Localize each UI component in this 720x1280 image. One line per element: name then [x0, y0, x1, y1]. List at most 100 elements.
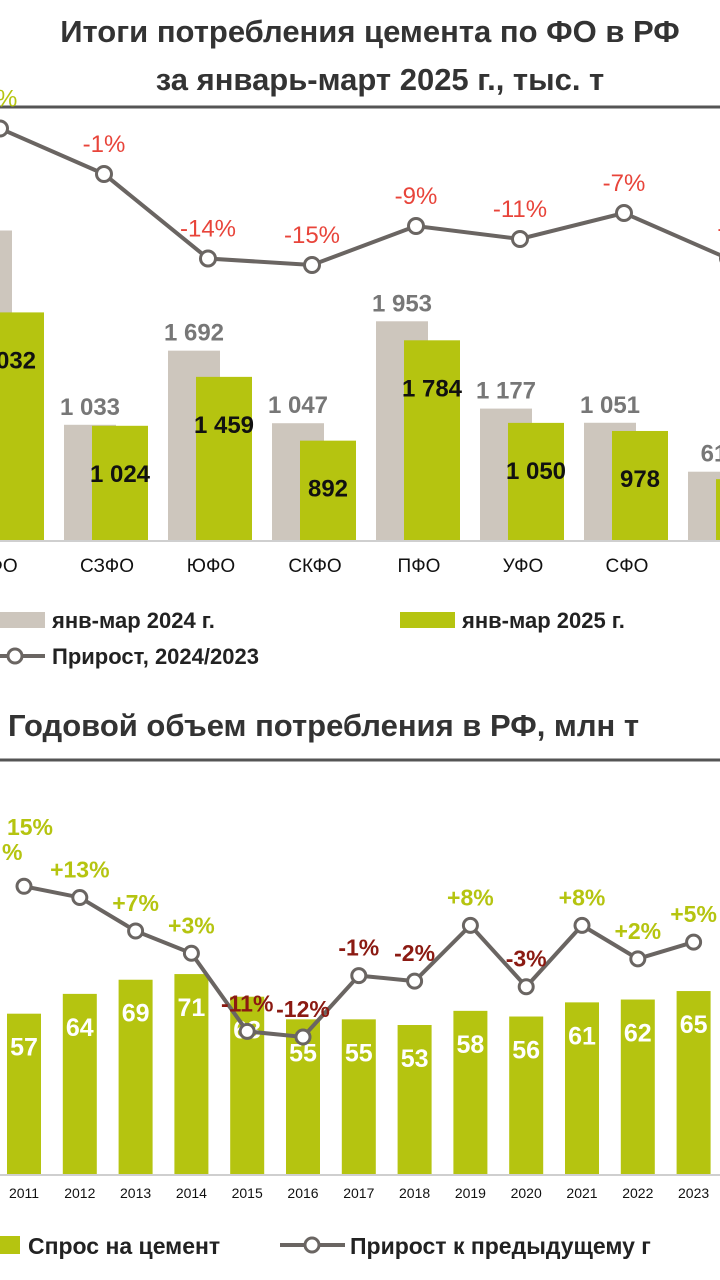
label-2025-1: 1 024 — [90, 461, 151, 488]
legend-demand-swatch — [0, 1236, 20, 1254]
x-label-0: ФО — [0, 556, 18, 577]
bar-year-12 — [676, 991, 711, 1175]
bar-year-7 — [397, 1025, 432, 1175]
bar-value-12: 65 — [680, 1011, 708, 1039]
growth2-label-7: -2% — [394, 940, 435, 966]
bar-value-8: 58 — [456, 1031, 484, 1059]
bar-year-9 — [509, 1016, 544, 1175]
year-label-0: 2011 — [9, 1185, 39, 1201]
chart2-bars: 57646971635555535856616265 — [7, 974, 711, 1175]
bar-value-11: 62 — [624, 1020, 652, 1048]
bar-year-1 — [62, 993, 97, 1175]
label-2025-0: 032 — [0, 347, 36, 374]
growth-point-6 — [615, 204, 633, 222]
bar-2025-0 — [0, 312, 44, 541]
legend-2024-label: янв-мар 2024 г. — [51, 608, 215, 633]
label-2024-7: 61 — [701, 441, 720, 468]
year-label-12: 2023 — [678, 1185, 709, 1201]
label-2024-5: 1 177 — [476, 378, 536, 405]
growth2-label-0: % — [2, 839, 22, 865]
growth2-point-10 — [573, 916, 591, 934]
growth-point-5 — [511, 230, 529, 248]
growth-label-5: -11% — [493, 196, 547, 223]
year-label-8: 2019 — [455, 1185, 486, 1201]
bar-value-1: 64 — [66, 1014, 94, 1042]
x-label-2: ЮФО — [187, 556, 235, 577]
x-label-6: СФО — [606, 556, 649, 577]
label-2024-1: 1 033 — [60, 394, 120, 421]
growth-point-4 — [407, 217, 425, 235]
bar-value-2: 69 — [122, 1000, 150, 1028]
label-2024-4: 1 953 — [372, 290, 432, 317]
bar-value-7: 53 — [401, 1045, 429, 1073]
year-label-11: 2022 — [622, 1185, 653, 1201]
growth2-label-11: +2% — [614, 918, 661, 944]
bar-value-0: 57 — [10, 1034, 38, 1062]
growth2-label-12: +5% — [670, 901, 717, 927]
chart2-title: Годовой объем потребления в РФ, млн т — [8, 708, 639, 743]
label-2025-5: 1 050 — [506, 458, 566, 485]
chart1-title-line2: за январь-март 2025 г., тыс. т — [156, 62, 605, 97]
growth2-point-1 — [71, 888, 89, 906]
bar-year-2 — [118, 979, 153, 1175]
legend-2024-swatch — [0, 612, 45, 628]
growth2-point-11 — [629, 950, 647, 968]
growth-label-4: -9% — [395, 183, 438, 210]
growth2-point-5 — [294, 1028, 312, 1046]
growth2-point-9 — [517, 978, 535, 996]
growth-label-1: -1% — [83, 131, 126, 158]
growth-label-6: -7% — [603, 170, 646, 197]
chart1-title-line1: Итоги потребления цемента по ФО в РФ — [60, 14, 679, 49]
growth-label-2: -14% — [180, 216, 236, 243]
growth-point-3 — [303, 256, 321, 274]
growth2-point-6 — [350, 967, 368, 985]
growth-label-0: 6% — [0, 86, 17, 113]
bar-2025-2 — [196, 376, 252, 541]
year-label-5: 2016 — [287, 1185, 318, 1201]
growth-point-1 — [95, 165, 113, 183]
year-label-2: 2013 — [120, 1185, 151, 1201]
year-label-1: 2012 — [64, 1185, 95, 1201]
bar-2025-7 — [716, 479, 720, 541]
label-2025-4: 1 784 — [402, 375, 463, 402]
growth-line-path — [0, 126, 720, 268]
legend-growth2-marker-icon — [303, 1236, 321, 1254]
label-2025-2: 1 459 — [194, 412, 254, 439]
bar-year-3 — [174, 974, 209, 1175]
legend-growth-marker-icon — [6, 647, 24, 665]
bar-year-10 — [565, 1002, 599, 1175]
growth-label-3: -15% — [284, 222, 340, 249]
legend-growth2-label: Прирост к предыдущему г — [350, 1233, 651, 1259]
label-2024-2: 1 692 — [164, 320, 224, 347]
growth2-label-9: -3% — [506, 946, 547, 972]
bar-year-6 — [341, 1019, 376, 1175]
chart1-growth-line: 6% -1% -14% -15% -9% -11% -7% -1 — [0, 86, 720, 274]
year-label-3: 2014 — [176, 1185, 207, 1201]
bar-value-10: 61 — [568, 1022, 596, 1050]
year-label-9: 2020 — [511, 1185, 542, 1201]
x-label-1: СЗФО — [80, 556, 134, 577]
growth2-label-10: +8% — [559, 884, 606, 910]
growth2-point-7 — [406, 972, 424, 990]
bar-value-3: 71 — [177, 994, 205, 1022]
growth2-point-12 — [685, 933, 703, 951]
growth-point-2 — [199, 249, 217, 268]
x-label-5: УФО — [503, 556, 544, 577]
growth2-label-5: -12% — [276, 996, 330, 1022]
growth2-label-1: +13% — [50, 856, 109, 882]
bar-value-6: 55 — [345, 1039, 373, 1067]
bar-value-9: 56 — [512, 1037, 540, 1065]
chart2-x-labels: 2011 2012 2013 2014 2015 2016 2017 2018 2019 2020… — [9, 1185, 709, 1201]
bar-year-0 — [7, 1013, 41, 1175]
bar-2024-7 — [688, 471, 720, 541]
growth2-label-6: -1% — [338, 935, 379, 961]
label-2025-6: 978 — [620, 466, 660, 493]
growth-point-0 — [0, 119, 9, 138]
bar-year-11 — [620, 999, 655, 1175]
growth2-label-8: +8% — [447, 884, 494, 910]
growth2-point-4 — [238, 1022, 256, 1040]
growth-label-7: -1 — [717, 216, 720, 243]
label-2024-6: 1 051 — [580, 392, 640, 419]
